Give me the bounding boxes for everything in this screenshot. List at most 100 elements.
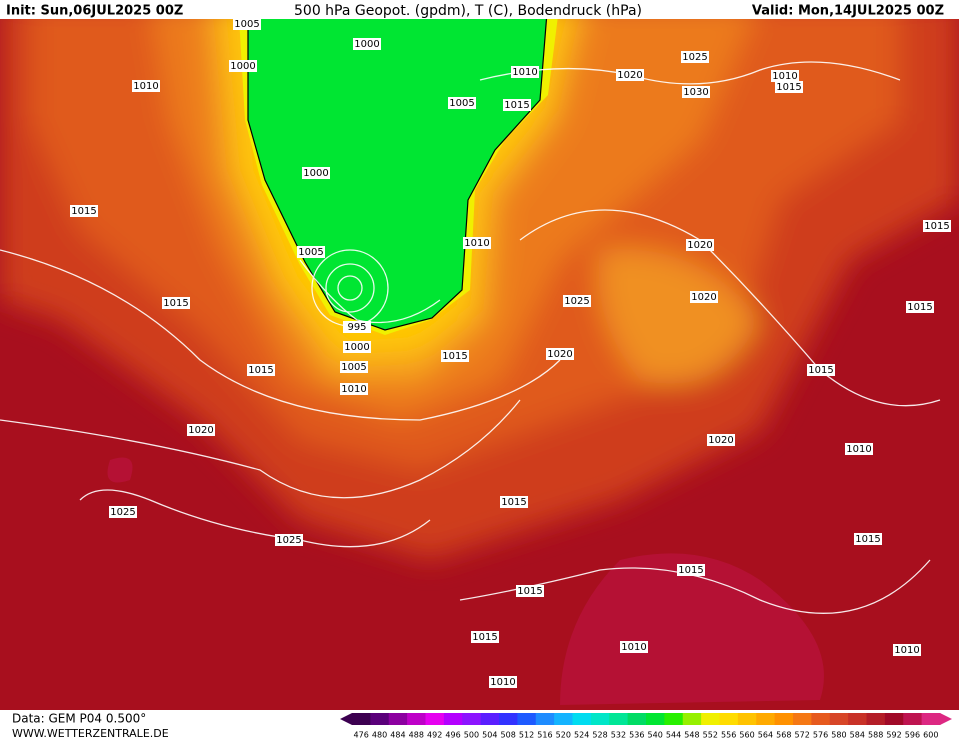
isobar-value: 1015	[808, 365, 833, 376]
isobar-value: 1015	[248, 365, 273, 376]
scale-swatch	[682, 713, 702, 725]
isobar-label: 1015	[923, 220, 951, 232]
isobar-label: 1015	[162, 297, 190, 309]
scale-label: 488	[409, 731, 424, 740]
isobar-label: 1010	[620, 641, 648, 653]
isobar-value: 1015	[504, 100, 529, 111]
scale-label: 512	[519, 731, 534, 740]
isobar-label: 1025	[275, 534, 303, 546]
label-box	[441, 350, 469, 362]
site-name: WWW.WETTERZENTRALE.DE	[12, 727, 169, 740]
scale-label: 532	[611, 731, 626, 740]
isobar-label: 1030	[682, 86, 710, 98]
isobar-label: 1020	[187, 424, 215, 436]
scale-label: 560	[739, 731, 754, 740]
label-box	[845, 443, 873, 455]
label-box	[162, 297, 190, 309]
isobar-value: 1015	[907, 302, 932, 313]
scale-label: 528	[592, 731, 607, 740]
isobar-value: 1000	[354, 39, 379, 50]
isobar-label: 1015	[500, 496, 528, 508]
isobar-label: 1015	[775, 81, 803, 93]
isobar-value: 1015	[678, 565, 703, 576]
isobar-value: 1010	[512, 67, 537, 78]
scale-label: 492	[427, 731, 442, 740]
isobar-label: 995	[343, 321, 371, 333]
label-box	[686, 239, 714, 251]
label-box	[923, 220, 951, 232]
scale-label: 500	[464, 731, 479, 740]
scale-swatch	[793, 713, 812, 725]
label-box	[229, 60, 257, 72]
label-box	[500, 496, 528, 508]
scale-swatch	[756, 713, 776, 725]
isobar-value: 1025	[682, 52, 707, 63]
isobar-value: 1010	[464, 238, 489, 249]
label-box	[302, 167, 330, 179]
map-field	[0, 0, 959, 710]
scale-swatch	[407, 713, 426, 725]
isobar-value: 1010	[621, 642, 646, 653]
scale-label: 596	[905, 731, 920, 740]
isobar-label: 1015	[70, 205, 98, 217]
isobar-value: 1020	[188, 425, 213, 436]
scale-label: 524	[574, 731, 589, 740]
scale-label: 536	[629, 731, 644, 740]
isobar-label: 1025	[109, 506, 137, 518]
isobar-value: 1015	[163, 298, 188, 309]
scale-swatch	[443, 713, 463, 725]
scale-swatch	[664, 713, 684, 725]
isobar-value: 1015	[855, 534, 880, 545]
scale-swatch	[462, 713, 482, 725]
scale-swatch	[811, 713, 831, 725]
data-source: Data: GEM P04 0.500°	[12, 712, 146, 726]
isobar-value: 1010	[894, 645, 919, 656]
isobar-value: 1010	[341, 384, 366, 395]
scale-swatch	[921, 713, 941, 725]
init-time: Init: Sun,06JUL2025 00Z	[6, 4, 183, 19]
scale-swatch	[848, 713, 867, 725]
isobar-value: 995	[347, 322, 366, 333]
scale-swatch	[517, 713, 537, 725]
isobar-label: 1010	[489, 676, 517, 688]
label-box	[463, 237, 491, 249]
color-scale: 476 480 484 488 492 496 500 504 508 512 516 520 524 5…	[340, 713, 952, 740]
isobar-value: 1015	[501, 497, 526, 508]
label-box	[516, 585, 544, 597]
isobar-value: 1025	[110, 507, 135, 518]
scale-label: 556	[721, 731, 736, 740]
isobar-label: 1015	[906, 301, 934, 313]
label-box	[448, 97, 476, 109]
label-box	[70, 205, 98, 217]
label-box	[616, 69, 644, 81]
scale-label: 548	[684, 731, 699, 740]
label-box	[893, 644, 921, 656]
label-box	[297, 246, 325, 258]
label-box	[503, 99, 531, 111]
scale-swatch	[609, 713, 629, 725]
isobar-label: 1020	[707, 434, 735, 446]
scale-label: 584	[850, 731, 865, 740]
isobar-value: 1015	[517, 586, 542, 597]
scale-label: 552	[703, 731, 718, 740]
isobar-value: 1010	[846, 444, 871, 455]
scale-label: 540	[648, 731, 663, 740]
label-box	[489, 676, 517, 688]
scale-swatch	[829, 713, 849, 725]
label-box	[677, 564, 705, 576]
isobar-label: 1010	[511, 66, 539, 78]
isobar-value: 1020	[691, 292, 716, 303]
label-box	[690, 291, 718, 303]
label-box	[471, 631, 499, 643]
isobar-value: 1020	[687, 240, 712, 251]
isobar-value: 1020	[708, 435, 733, 446]
isobar-label: 1015	[807, 364, 835, 376]
scale-swatch	[884, 713, 904, 725]
label-box	[906, 301, 934, 313]
isobar-value: 1015	[71, 206, 96, 217]
scale-label: 564	[758, 731, 773, 740]
scale-swatch	[627, 713, 647, 725]
map-title: 500 hPa Geopot. (gpdm), T (C), Bodendruc…	[294, 3, 642, 19]
